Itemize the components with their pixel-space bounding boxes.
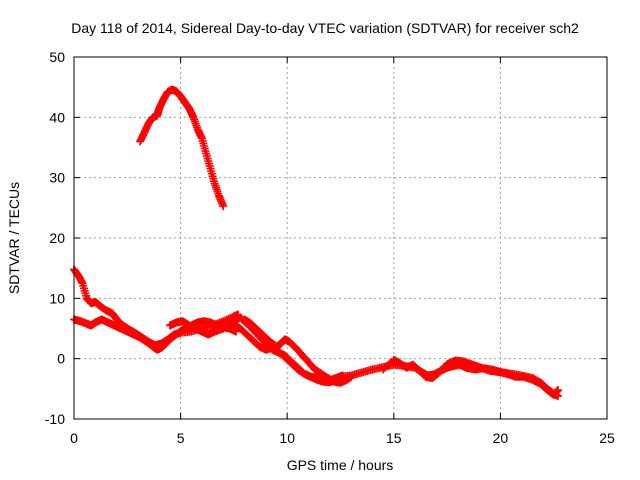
x-tick-label: 20 <box>493 430 509 446</box>
series-sat-morning-b <box>70 315 241 354</box>
y-tick-label: -10 <box>45 411 65 427</box>
series-sat-high-arc <box>136 85 228 211</box>
x-tick-label: 0 <box>70 430 78 446</box>
y-tick-label: 0 <box>57 351 65 367</box>
y-tick-label: 40 <box>49 109 65 125</box>
grid <box>74 57 607 419</box>
y-axis-label: SDTVAR / TECUs <box>6 182 22 294</box>
data-point <box>221 316 230 325</box>
data-point <box>219 202 228 211</box>
y-tick-label: 20 <box>49 230 65 246</box>
axis-ticks: 0 5 10 15 20 25 -10 0 10 20 30 40 50 <box>45 49 615 446</box>
x-tick-label: 5 <box>177 430 185 446</box>
x-tick-label: 25 <box>599 430 615 446</box>
x-axis-label: GPS time / hours <box>287 457 394 473</box>
y-tick-label: 10 <box>49 290 65 306</box>
x-tick-label: 10 <box>279 430 295 446</box>
chart-title: Day 118 of 2014, Sidereal Day-to-day VTE… <box>71 20 579 36</box>
series-sat-morning-a <box>70 265 243 350</box>
data-series <box>70 85 562 401</box>
data-point <box>553 386 562 395</box>
x-tick-label: 15 <box>386 430 402 446</box>
y-tick-label: 50 <box>49 49 65 65</box>
series-sat-afternoon-b <box>379 355 562 399</box>
y-tick-label: 30 <box>49 170 65 186</box>
